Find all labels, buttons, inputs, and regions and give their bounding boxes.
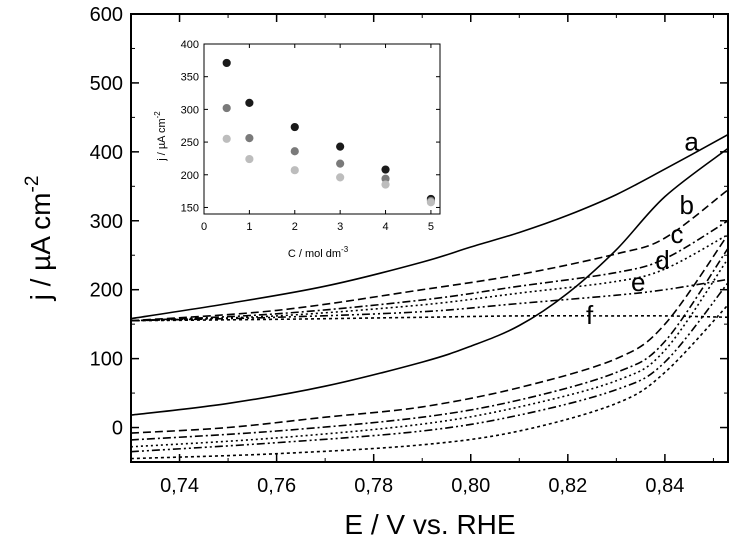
curve-f-lower-line (131, 304, 728, 460)
inset-x-tick-label: 4 (382, 221, 388, 233)
main-x-tick-label: 0,84 (645, 475, 684, 497)
curve-c-upper-line (131, 220, 728, 322)
inset-x-axis-label-exponent: -3 (341, 245, 349, 254)
main-y-tick-label: 100 (90, 349, 123, 371)
curve-e-lower-line (131, 282, 728, 453)
inset-y-axis-label: j / µA cm-2 (153, 111, 168, 162)
curve-label-d: d (655, 245, 669, 275)
inset-point-series-3 (245, 154, 254, 164)
curve-e-upper-line (131, 278, 728, 322)
inset-x-tick-label: 2 (292, 221, 298, 233)
inset-point-series-1 (290, 122, 299, 132)
inset-chart: 0 1 2 3 4 5 150 200 250 300 350 400 C / mol dm-3 j … (153, 39, 441, 260)
inset-y-axis-label-exponent: -2 (153, 111, 162, 119)
curve-label-c: c (671, 219, 684, 249)
inset-point-series-2 (336, 159, 345, 168)
inset-background (204, 44, 440, 214)
inset-y-tick-label: 400 (181, 39, 199, 51)
inset-plot-frame (203, 43, 441, 215)
inset-y-axis-label-text: j / µA cm (156, 118, 168, 161)
inset-ticks: 0 1 2 3 4 5 150 200 250 300 350 400 (181, 39, 440, 233)
main-y-axis-label-exponent: -2 (22, 176, 43, 193)
inset-y-tick-label: 350 (181, 72, 199, 84)
main-x-axis-label: E / V vs. RHE (344, 509, 515, 540)
inset-point-series-1 (245, 98, 254, 107)
main-chart: 0,74 0,76 0,78 0,80 0,82 0,840100200300400500… (22, 4, 729, 540)
curve-a-upper-line (131, 133, 728, 320)
main-x-tick-label: 0,78 (354, 475, 393, 497)
main-ticks: 0,74 0,76 0,78 0,80 0,82 0,840100200300400500… (90, 4, 728, 497)
inset-point-series-2 (245, 134, 254, 143)
inset-y-tick-label: 250 (181, 137, 199, 149)
inset-point-series-3 (426, 198, 436, 207)
inset-point-series-1 (381, 165, 390, 174)
inset-point-series-3 (381, 180, 390, 189)
inset-y-tick-label: 150 (181, 202, 199, 214)
inset-point-series-1 (222, 58, 231, 68)
inset-point-series-2 (222, 103, 231, 113)
curve-label-f: f (586, 300, 594, 330)
inset-points (222, 58, 436, 207)
main-x-tick-label: 0,82 (548, 475, 587, 497)
inset-point-series-2 (290, 147, 299, 156)
inset-x-axis-label: C / mol dm-3 (288, 245, 349, 260)
main-plot-frame (130, 13, 729, 463)
main-y-tick-label: 400 (90, 142, 123, 164)
inset-point-series-1 (336, 142, 345, 151)
inset-point-series-3 (222, 134, 231, 143)
curve-label-e: e (631, 267, 645, 297)
curve-label-b: b (680, 190, 694, 220)
inset-point-series-3 (290, 166, 299, 175)
main-y-axis-label: j / µA cm-2 (22, 176, 56, 302)
curve-label-a: a (684, 126, 699, 156)
curve-a-lower-line (131, 147, 728, 416)
inset-x-tick-label: 3 (337, 221, 343, 233)
main-x-tick-label: 0,76 (257, 475, 296, 497)
main-y-axis-label-text: j / µA cm (25, 192, 56, 301)
curve-d-lower-line (131, 258, 728, 448)
main-x-tick-label: 0,74 (160, 475, 199, 497)
main-y-tick-label: 600 (90, 4, 123, 26)
main-y-tick-label: 500 (90, 73, 123, 95)
inset-point-series-3 (336, 173, 345, 182)
inset-x-tick-label: 5 (428, 221, 434, 233)
main-y-tick-label: 0 (112, 418, 123, 440)
main-y-tick-label: 200 (90, 280, 123, 302)
curve-c-lower-line (131, 247, 728, 441)
main-curves (131, 133, 728, 460)
inset-y-tick-label: 200 (181, 170, 199, 182)
curve-b-lower-line (131, 234, 728, 434)
inset-y-tick-label: 300 (181, 104, 199, 116)
main-x-tick-label: 0,80 (451, 475, 490, 497)
inset-x-axis-label-text: C / mol dm (288, 248, 341, 260)
main-y-tick-label: 300 (90, 211, 123, 233)
inset-x-tick-label: 1 (246, 221, 252, 233)
inset-x-tick-label: 0 (201, 221, 207, 233)
